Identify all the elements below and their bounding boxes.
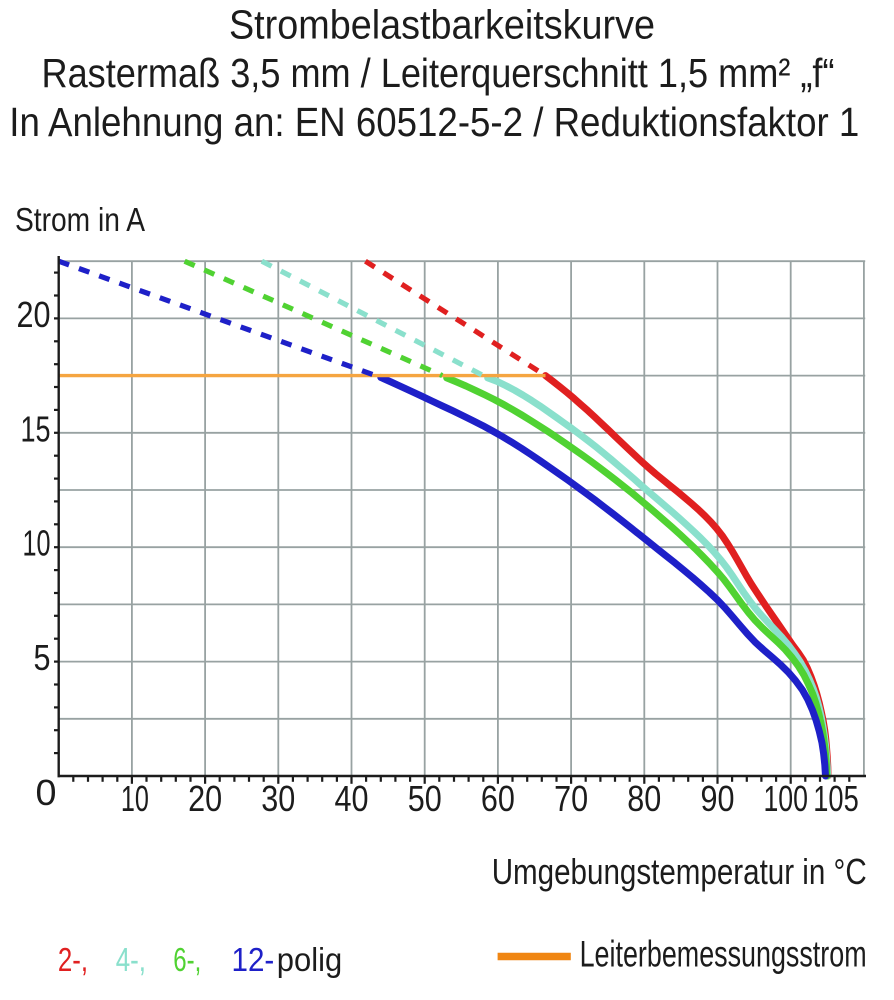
svg-text:15: 15 [21,408,51,449]
svg-text:0: 0 [36,772,57,813]
svg-text:100: 100 [763,778,808,819]
svg-text:10: 10 [23,523,51,564]
svg-text:60: 60 [481,778,515,819]
svg-text:20: 20 [188,778,222,819]
svg-text:12-: 12- [232,941,275,978]
svg-text:40: 40 [335,778,369,819]
svg-text:Strombelastbarkeitskurve: Strombelastbarkeitskurve [229,2,655,48]
svg-text:Leiterbemessungsstrom: Leiterbemessungsstrom [580,934,867,975]
svg-text:4-,: 4-, [116,941,146,978]
svg-text:70: 70 [554,778,588,819]
svg-text:2-,: 2-, [58,941,88,978]
svg-text:50: 50 [408,778,442,819]
svg-text:In Anlehnung an: EN 60512-5-2: In Anlehnung an: EN 60512-5-2 / Reduktio… [9,99,859,145]
svg-text:6-,: 6-, [173,941,201,978]
svg-text:Rastermaß 3,5 mm / Leiterquers: Rastermaß 3,5 mm / Leiterquerschnitt 1,5… [42,50,835,96]
svg-text:105: 105 [813,778,859,819]
svg-text:10: 10 [121,778,149,819]
svg-text:polig: polig [277,941,342,978]
svg-text:90: 90 [701,778,735,819]
svg-text:Strom in A: Strom in A [15,201,145,238]
svg-text:20: 20 [17,294,51,335]
svg-text:80: 80 [627,778,661,819]
svg-text:30: 30 [261,778,295,819]
svg-text:5: 5 [34,637,51,678]
svg-text:Umgebungstemperatur in °C: Umgebungstemperatur in °C [492,851,867,892]
